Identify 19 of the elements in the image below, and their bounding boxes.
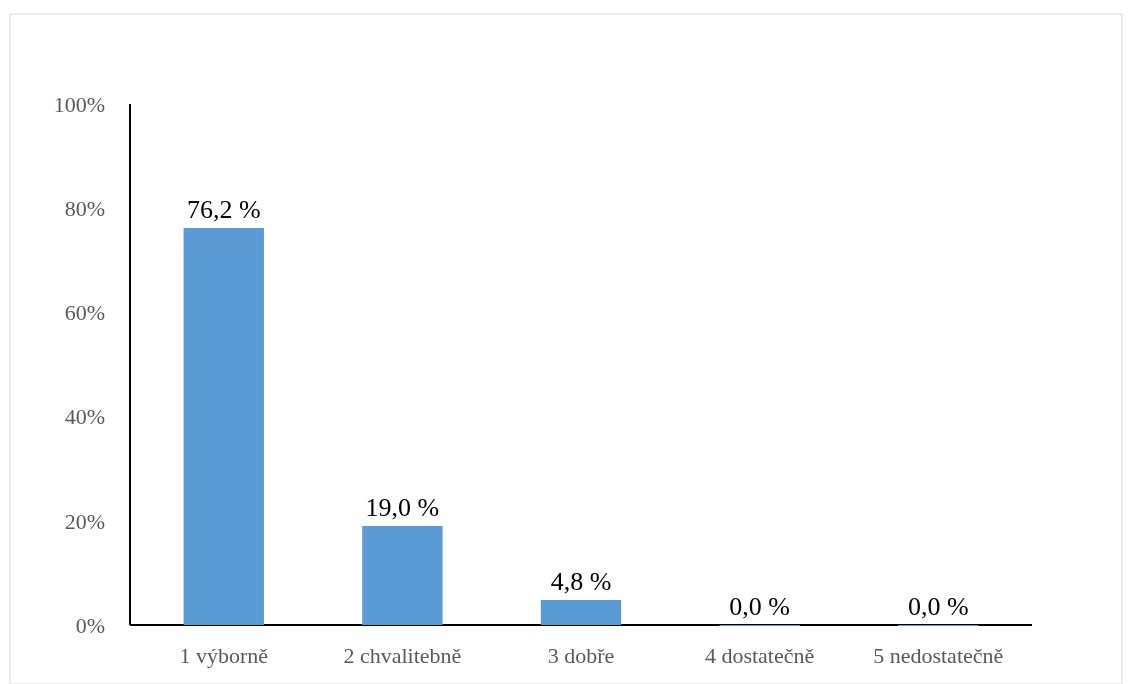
x-tick-label: 2 chvalitebně [343,643,462,668]
y-tick-label: 80% [64,195,105,221]
x-tick-label: 4 dostatečně [704,643,815,668]
data-label: 0,0 % [729,592,790,621]
y-tick-label: 40% [64,404,105,430]
bar [362,526,443,625]
y-tick-label: 100% [53,91,105,117]
bar [540,599,622,625]
bar [183,228,264,625]
data-label: 4,8 % [550,566,612,596]
x-tick-label: 5 nedostatečně [873,643,1004,668]
data-label: 19,0 % [365,493,440,523]
data-label: 76,2 % [186,195,261,224]
y-tick-label: 60% [64,300,105,326]
x-tick-label: 1 výborně [179,643,269,668]
x-tick-label: 3 dobře [547,643,615,668]
y-tick-label: 20% [64,508,105,534]
data-label: 0,0 % [907,592,969,621]
y-tick-label: 0% [75,612,105,638]
